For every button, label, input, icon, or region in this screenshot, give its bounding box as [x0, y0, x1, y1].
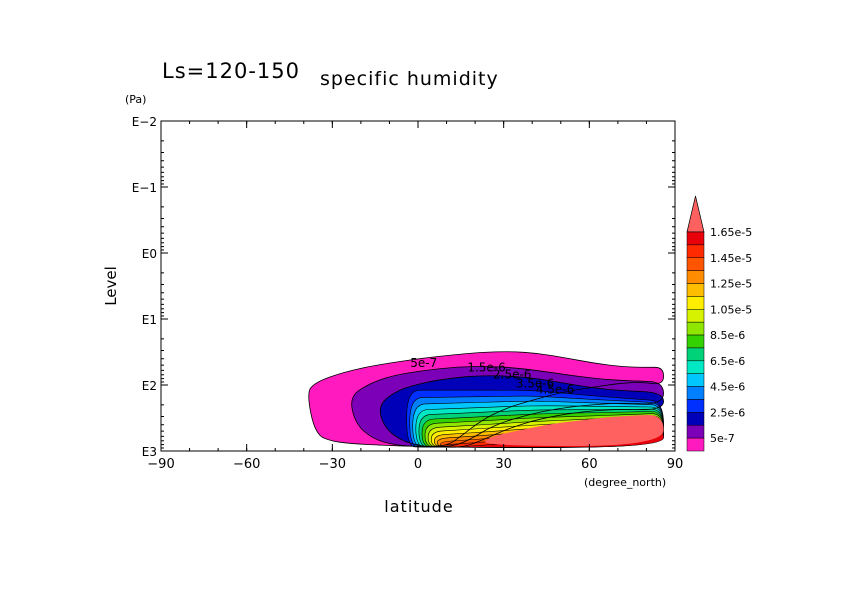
y-tick-label-3: E1	[142, 313, 157, 327]
contour-value-labels: 5e-7 1.5e-62.5e-63.5e-64.5e-6	[410, 356, 574, 397]
colorbar-swatch-3	[686, 270, 705, 284]
contour-label-4: 4.5e-6	[536, 383, 574, 397]
colorbar-swatch-11	[686, 373, 705, 387]
colorbar-label-0: 1.65e-5	[710, 226, 752, 239]
x-axis-unit: (degree_north)	[584, 476, 666, 489]
x-tick-labels: −90 −60 −30 0 30 60 90	[147, 457, 683, 472]
colorbar-label-7: 2.5e-6	[710, 406, 745, 419]
y-tick-label-2: E0	[142, 247, 157, 261]
x-tick-label-2: −30	[319, 457, 346, 472]
colorbar-label-4: 8.5e-6	[710, 329, 745, 342]
contour-line-2	[379, 375, 665, 448]
x-tick-label-5: 60	[581, 457, 598, 472]
colorbar-label-3: 1.05e-5	[710, 303, 752, 316]
x-tick-label-4: 30	[495, 457, 512, 472]
colorbar-swatch-2	[686, 257, 705, 271]
colorbar-swatch-7	[686, 321, 705, 336]
contour-label-3: 3.5e-6	[516, 377, 554, 391]
colorbar-label-1: 1.45e-5	[710, 252, 752, 265]
x-axis-label: latitude	[384, 497, 453, 516]
contour-line-layer	[308, 351, 665, 448]
y-tick-labels: E−2 E−1 E0 E1 E2 E3	[132, 115, 157, 459]
colorbar-swatch-10	[686, 360, 705, 374]
y-axis-label: Level	[102, 266, 120, 306]
y-tick-label-1: E−1	[132, 181, 157, 195]
x-tick-label-1: −60	[233, 457, 260, 472]
colorbar-swatch-9	[686, 347, 705, 362]
colorbar-swatch-16	[686, 437, 705, 452]
colorbar-swatch-5	[686, 296, 705, 310]
contour-label-0: 5e-7	[410, 356, 437, 370]
x-tick-label-3: 0	[414, 457, 422, 472]
x-tick-label-6: 90	[667, 457, 684, 472]
y-axis-unit: (Pa)	[125, 93, 146, 106]
chart-title: specific humidity	[320, 68, 499, 90]
colorbar-swatch-15	[686, 424, 705, 439]
contour-label-1: 1.5e-6	[467, 360, 505, 374]
colorbar-label-2: 1.25e-5	[710, 278, 752, 291]
colorbar-swatch-4	[686, 283, 705, 297]
colorbar: 1.65e-5 1.45e-5 1.25e-5 1.05e-5 8.5e-6 6.5e-6…	[686, 195, 752, 452]
contour-label-2: 2.5e-6	[493, 368, 531, 382]
over-range-region	[484, 414, 664, 446]
colorbar-swatch-14	[686, 412, 705, 426]
colorbar-swatch-6	[686, 309, 705, 323]
y-tick-label-5: E3	[142, 445, 157, 459]
colorbar-swatch-8	[686, 334, 705, 349]
y-tick-label-4: E2	[142, 379, 157, 393]
colorbar-label-8: 5e-7	[710, 432, 735, 445]
x-tick-label-0: −90	[147, 457, 174, 472]
contour-lines	[308, 351, 665, 448]
y-tick-label-0: E−2	[132, 115, 157, 129]
chart-title-prefix: Ls=120-150	[162, 59, 300, 83]
colorbar-swatch-12	[686, 386, 705, 400]
colorbar-swatch-1	[686, 244, 705, 259]
colorbar-swatch-13	[686, 399, 705, 413]
colorbar-swatch-0	[686, 231, 705, 246]
colorbar-label-5: 6.5e-6	[710, 355, 745, 368]
colorbar-label-6: 4.5e-6	[710, 381, 745, 394]
axis-ticks	[160, 120, 676, 452]
